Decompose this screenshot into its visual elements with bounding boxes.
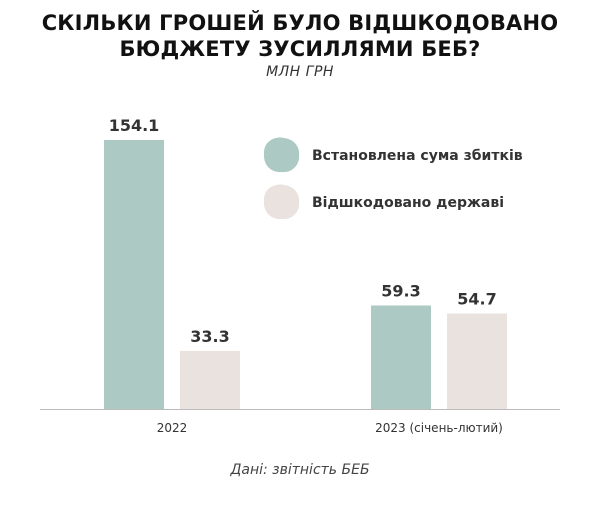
value-label-reimbursed-1: 54.7 bbox=[457, 290, 496, 309]
value-label-reimbursed-0: 33.3 bbox=[190, 327, 229, 346]
legend-label-established: Встановлена сума збитків bbox=[312, 148, 523, 164]
value-label-established-1: 59.3 bbox=[381, 281, 420, 300]
bar-reimbursed-1 bbox=[447, 313, 507, 409]
title-line-2: БЮДЖЕТУ ЗУСИЛЛЯМИ БЕБ? bbox=[119, 37, 481, 61]
legend-marker-reimbursed bbox=[263, 184, 300, 220]
source-note: Дані: звітність БЕБ bbox=[230, 462, 370, 478]
legend-label-reimbursed: Відшкодовано державі bbox=[312, 195, 504, 211]
legend: Встановлена сума збитків Відшкодовано дер… bbox=[263, 137, 523, 220]
bars-layer bbox=[104, 140, 507, 409]
title-line-1: СКІЛЬКИ ГРОШЕЙ БУЛО ВІДШКОДОВАНО bbox=[41, 11, 559, 35]
bar-established-0 bbox=[104, 140, 164, 409]
x-tick-label-1: 2023 (січень-лютий) bbox=[375, 421, 503, 435]
legend-marker-established bbox=[263, 137, 300, 173]
value-labels-layer: 154.1 33.3 59.3 54.7 bbox=[109, 116, 497, 346]
bar-established-1 bbox=[371, 305, 431, 409]
chart-title: СКІЛЬКИ ГРОШЕЙ БУЛО ВІДШКОДОВАНО БЮДЖЕТУ… bbox=[0, 10, 600, 62]
x-tick-labels-layer: 2022 2023 (січень-лютий) bbox=[157, 421, 503, 435]
x-tick-label-0: 2022 bbox=[157, 421, 188, 435]
value-label-established-0: 154.1 bbox=[109, 116, 160, 135]
bar-reimbursed-0 bbox=[180, 350, 240, 409]
unit-label: МЛН ГРН bbox=[266, 64, 334, 80]
